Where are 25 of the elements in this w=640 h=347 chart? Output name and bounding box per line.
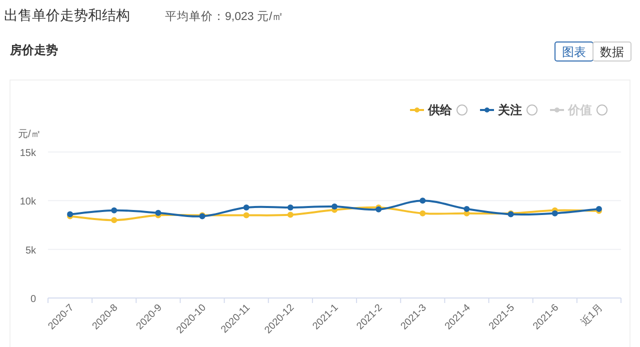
y-tick-label: 5k <box>25 245 37 256</box>
y-tick-label: 10k <box>20 196 37 208</box>
point <box>243 204 250 210</box>
legend-label: 关注 <box>497 103 522 117</box>
y-tick-label: 0 <box>30 294 36 305</box>
chart-subtitle: 平均单价：9,023 元/㎡ <box>165 10 284 23</box>
point <box>155 210 162 216</box>
y-tick-label: 15k <box>20 148 37 159</box>
text: 房价走势 <box>9 43 58 57</box>
text: 图表 <box>562 45 586 59</box>
point <box>332 204 338 210</box>
point <box>552 210 558 216</box>
y-axis-title: 元/㎡ <box>18 129 41 140</box>
legend-label: 供给 <box>427 103 453 117</box>
point <box>111 217 118 224</box>
chart-title: 出售单价走势和结构 <box>4 7 130 23</box>
point <box>420 198 426 204</box>
point <box>287 212 294 218</box>
point <box>111 207 118 214</box>
point <box>420 210 426 216</box>
text: 数据 <box>600 45 624 59</box>
x-tick-label: 近1月 <box>578 302 606 328</box>
point <box>243 212 250 218</box>
point <box>287 204 294 210</box>
point <box>464 206 470 212</box>
